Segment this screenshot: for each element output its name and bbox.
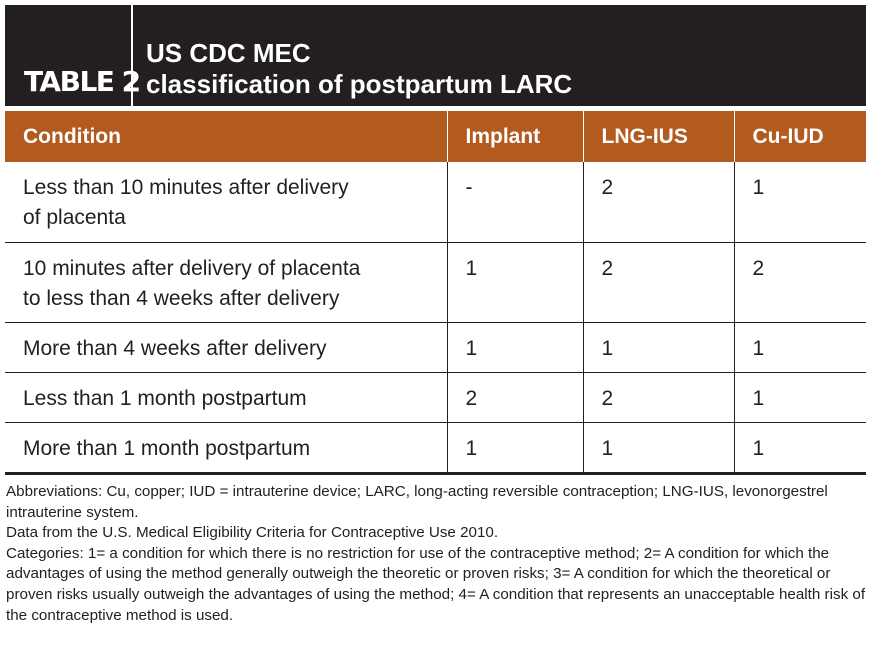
cu-iud-cell: 1	[733, 322, 866, 373]
cu-iud-cell: 1	[733, 422, 866, 475]
table-row: More than 4 weeks after delivery 1 1 1	[5, 322, 866, 373]
table-row: More than 1 month postpartum 1 1 1	[5, 422, 866, 475]
lng-ius-cell: 1	[582, 422, 734, 475]
table-title-line2: classification of postpartum LARC	[146, 69, 573, 99]
condition-text-line2: to less than 4 weeks after delivery	[23, 286, 340, 310]
table-row: Less than 10 minutes after delivery of pl…	[5, 162, 866, 243]
cu-iud-cell: 2	[733, 242, 866, 323]
table-title: US CDC MEC classification of postpartum …	[146, 38, 846, 100]
cu-iud-cell: 1	[733, 162, 866, 243]
implant-cell: 1	[446, 422, 583, 475]
condition-cell: More than 4 weeks after delivery	[5, 322, 447, 373]
table-row: 10 minutes after delivery of placenta to …	[5, 242, 866, 323]
lng-ius-cell: 1	[582, 322, 734, 373]
mec-classification-table: Condition Implant LNG-IUS Cu-IUD Less th…	[5, 111, 866, 475]
condition-cell: Less than 1 month postpartum	[5, 372, 447, 423]
column-header-condition: Condition	[5, 111, 447, 162]
table-footnotes: Abbreviations: Cu, copper; IUD = intraut…	[6, 482, 866, 626]
categories-note: Categories: 1= a condition for which the…	[6, 544, 866, 624]
abbreviations-note: Abbreviations: Cu, copper; IUD = intraut…	[6, 483, 828, 521]
implant-cell: 1	[446, 242, 583, 323]
lng-ius-cell: 2	[582, 372, 734, 423]
column-header-lng-ius: LNG-IUS	[582, 111, 734, 162]
header-divider	[131, 5, 133, 106]
condition-cell: More than 1 month postpartum	[5, 422, 447, 475]
condition-text-line2: of placenta	[23, 206, 126, 229]
condition-text-line1: Less than 10 minutes after delivery	[23, 176, 349, 199]
column-header-cu-iud: Cu-IUD	[733, 111, 866, 162]
lng-ius-cell: 2	[582, 162, 734, 243]
table-row: Less than 1 month postpartum 2 2 1	[5, 372, 866, 423]
column-header-implant: Implant	[446, 111, 583, 162]
column-header-row: Condition Implant LNG-IUS Cu-IUD	[5, 111, 866, 162]
source-note: Data from the U.S. Medical Eligibility C…	[6, 524, 499, 542]
implant-cell: 2	[446, 372, 583, 423]
implant-cell: -	[446, 162, 583, 243]
lng-ius-cell: 2	[582, 242, 734, 323]
condition-text-line1: 10 minutes after delivery of placenta	[23, 256, 361, 280]
condition-cell: Less than 10 minutes after delivery of pl…	[5, 162, 447, 243]
table-number-label: TABLE 2	[24, 65, 141, 98]
table-header-banner: TABLE 2 US CDC MEC classification of pos…	[5, 5, 866, 106]
implant-cell: 1	[446, 322, 583, 373]
cu-iud-cell: 1	[733, 372, 866, 423]
table-title-line1: US CDC MEC	[146, 38, 311, 68]
condition-cell: 10 minutes after delivery of placenta to …	[5, 242, 447, 323]
